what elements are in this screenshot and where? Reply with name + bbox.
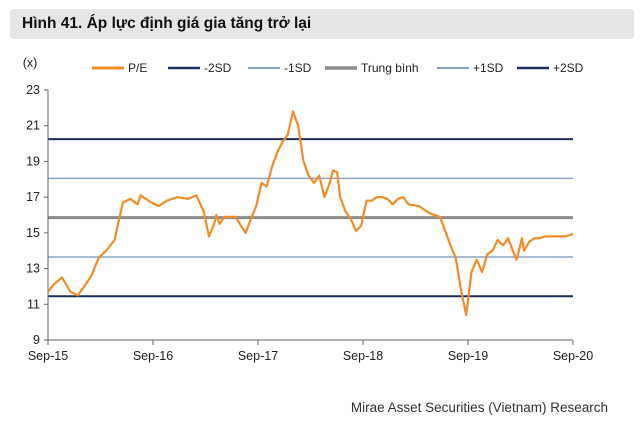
x-tick-label: Sep-18 — [343, 349, 383, 363]
legend-label-5: +2SD — [553, 61, 584, 75]
legend-label-1: -2SD — [204, 61, 232, 75]
y-axis-unit: (x) — [23, 56, 38, 70]
y-tick-label: 23 — [26, 83, 40, 97]
x-tick-label: Sep-15 — [28, 349, 68, 363]
legend-label-3: Trung bình — [361, 61, 419, 75]
source-note: Mirae Asset Securities (Vietnam) Researc… — [350, 400, 608, 415]
y-tick-label: 11 — [27, 297, 40, 311]
x-tick-label: Sep-17 — [238, 349, 278, 363]
y-tick-label: 13 — [26, 262, 40, 276]
y-tick-label: 21 — [26, 119, 40, 133]
x-tick-label: Sep-20 — [553, 349, 593, 363]
x-tick-label: Sep-16 — [133, 349, 173, 363]
x-tick-label: Sep-19 — [448, 349, 488, 363]
legend-label-4: +1SD — [473, 61, 504, 75]
figure-title-bar: Hình 41. Áp lực định giá gia tăng trở lạ… — [10, 9, 634, 39]
legend-label-2: -1SD — [284, 61, 312, 75]
legend-label-0: P/E — [128, 61, 147, 75]
y-tick-label: 17 — [26, 190, 40, 204]
series-line-pe — [47, 110, 574, 317]
figure-title: Hình 41. Áp lực định giá gia tăng trở lạ… — [22, 15, 312, 32]
y-tick-label: 19 — [26, 154, 40, 168]
y-tick-label: 9 — [33, 333, 40, 347]
y-tick-label: 15 — [26, 226, 40, 240]
